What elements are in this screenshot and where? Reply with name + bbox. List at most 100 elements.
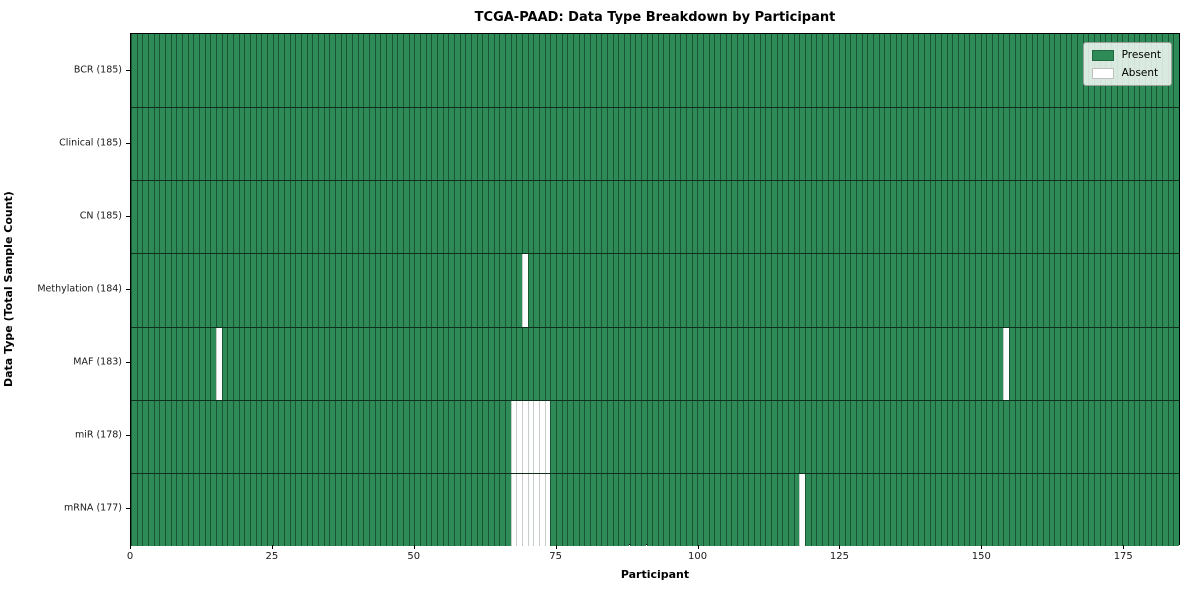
matrix-cell [810,327,817,400]
matrix-cell [459,181,466,254]
matrix-cell [595,473,602,546]
matrix-cell [816,327,823,400]
matrix-cell [442,254,449,327]
matrix-cell [708,400,715,473]
matrix-cell [657,400,664,473]
matrix-cell [946,181,953,254]
matrix-cell [357,108,364,181]
matrix-cell [176,400,182,473]
matrix-cell [742,34,749,108]
matrix-cell [346,473,352,546]
matrix-cell [380,181,386,254]
matrix-cell [674,327,681,400]
matrix-cell [1094,254,1100,327]
matrix-cell [1037,34,1044,108]
matrix-cell [504,34,511,108]
matrix-cell [1031,181,1038,254]
matrix-cell [1054,254,1061,327]
matrix-row-clinical [131,107,1179,181]
matrix-cell [680,400,687,473]
matrix-cell [612,181,619,254]
matrix-cell [697,34,704,108]
y-tick-mark [126,435,130,437]
matrix-cell [884,181,891,254]
matrix-cell [244,400,250,473]
matrix-cell [476,108,483,181]
matrix-cell [963,108,970,181]
matrix-cell [861,473,868,546]
matrix-cell [737,400,743,473]
matrix-cell [431,108,437,181]
matrix-cell [1173,327,1179,400]
matrix-cell [618,473,624,546]
matrix-cell [895,108,902,181]
matrix-cell [136,181,143,254]
matrix-cell [1173,400,1179,473]
matrix-cell [1014,473,1021,546]
matrix-cell [397,327,403,400]
matrix-cell [771,34,777,108]
matrix-cell [266,473,273,546]
matrix-cell [204,108,211,181]
matrix-cell [170,327,177,400]
matrix-cell [924,400,930,473]
matrix-cell [827,34,834,108]
matrix-cell [1014,327,1021,400]
matrix-cell [606,108,613,181]
matrix-cell [266,400,273,473]
matrix-cell [374,327,381,400]
matrix-cell [782,327,789,400]
matrix-cell [363,34,369,108]
matrix-cell [873,473,879,546]
matrix-cell [1060,34,1066,108]
matrix-cell [193,108,199,181]
matrix-cell [935,473,942,546]
matrix-cell [187,400,194,473]
matrix-cell [1122,181,1128,254]
matrix-cell [1122,108,1128,181]
matrix-cell [975,108,981,181]
matrix-cell [623,108,630,181]
matrix-cell [782,34,789,108]
matrix-cell [357,254,364,327]
matrix-cell [374,473,381,546]
matrix-cell [833,327,840,400]
matrix-cell [992,34,998,108]
matrix-cell [776,254,783,327]
matrix-cell [589,400,596,473]
matrix-cell [674,181,681,254]
matrix-cell [986,327,993,400]
matrix-cell [725,473,732,546]
matrix-cell [510,254,517,327]
matrix-cell [1060,400,1066,473]
matrix-row-mrna [131,472,1179,546]
matrix-cell [221,400,228,473]
matrix-cell [1077,400,1083,473]
x-tick-label: 0 [126,551,134,562]
legend: Present Absent [1082,42,1172,86]
matrix-cell [538,473,545,546]
matrix-cell [538,108,545,181]
matrix-cell [363,327,369,400]
matrix-cell [368,473,375,546]
matrix-cell [856,254,862,327]
matrix-cell [912,473,919,546]
matrix-cell [901,34,908,108]
matrix-cell [561,108,568,181]
matrix-cell [300,473,307,546]
matrix-cell [963,34,970,108]
matrix-cell [1122,400,1128,473]
matrix-cell [323,473,330,546]
matrix-cell [946,108,953,181]
matrix-cell [635,327,641,400]
matrix-cell [686,254,692,327]
matrix-cell [1071,34,1078,108]
matrix-cell [805,181,811,254]
matrix-cell [329,108,335,181]
matrix-cell [1094,473,1100,546]
matrix-cell [193,181,199,254]
matrix-cell [1071,473,1078,546]
matrix-cell [431,327,437,400]
matrix-cell [346,108,352,181]
matrix-cell [357,181,364,254]
